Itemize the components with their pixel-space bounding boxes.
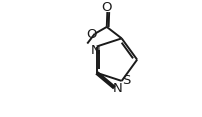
Text: N: N (113, 82, 123, 95)
Text: S: S (122, 73, 130, 86)
Text: O: O (86, 28, 96, 41)
Text: N: N (91, 44, 101, 57)
Text: O: O (102, 1, 112, 14)
